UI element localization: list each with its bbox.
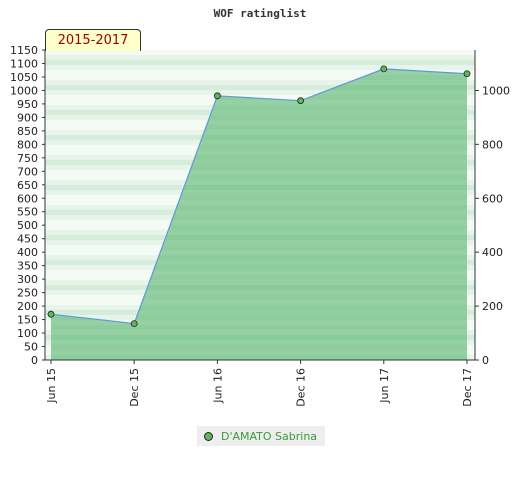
- y-right-tick-label: 200: [482, 300, 503, 313]
- axes: [44, 50, 476, 361]
- y-left-tick-label: 150: [17, 314, 38, 327]
- data-point[interactable]: [463, 70, 471, 78]
- y-left-tick-label: 950: [17, 98, 38, 111]
- x-tick-label: Dec 17: [461, 368, 474, 407]
- y-left-tick-label: 450: [17, 233, 38, 246]
- data-point[interactable]: [47, 310, 55, 318]
- y-left-tick-label: 1100: [10, 57, 38, 70]
- y-right-tick-label: 400: [482, 246, 503, 259]
- data-point[interactable]: [297, 97, 305, 105]
- y-right-tick-label: 800: [482, 138, 503, 151]
- legend-marker-icon: [204, 431, 213, 441]
- y-right-tick-label: 1000: [482, 84, 510, 97]
- y-left-tick-label: 750: [17, 152, 38, 165]
- legend: D'AMATO Sabrina: [197, 426, 325, 446]
- x-tick-label: Dec 15: [128, 368, 141, 407]
- data-point[interactable]: [380, 65, 388, 73]
- y-left-tick-label: 50: [24, 341, 38, 354]
- legend-label: D'AMATO Sabrina: [221, 429, 318, 443]
- y-left-tick-label: 850: [17, 125, 38, 138]
- y-left-tick-label: 600: [17, 192, 38, 205]
- y-left-tick-label: 250: [17, 287, 38, 300]
- chart-title: WOF ratinglist: [214, 7, 307, 20]
- x-axis: Jun 15 Dec 15 Jun 16 Dec 16 Jun 17 Dec 17: [45, 360, 474, 407]
- y-axis-left: 0501001502002503003504004505005506006507…: [10, 44, 45, 367]
- y-left-tick-label: 300: [17, 273, 38, 286]
- x-tick-label: Dec 16: [295, 368, 308, 407]
- y-right-tick-label: 0: [482, 354, 489, 367]
- series-line: [50, 68, 468, 325]
- data-point[interactable]: [213, 92, 221, 100]
- x-tick-label: Jun 15: [45, 368, 58, 404]
- y-left-tick-label: 1150: [10, 44, 38, 57]
- x-tick-label: Jun 16: [211, 368, 224, 404]
- period-badge: 2015-2017: [45, 29, 141, 51]
- data-point[interactable]: [130, 320, 138, 328]
- y-left-tick-label: 1050: [10, 71, 38, 84]
- y-left-tick-label: 0: [31, 354, 38, 367]
- y-left-tick-label: 500: [17, 219, 38, 232]
- data-points: [47, 65, 471, 328]
- y-left-tick-label: 700: [17, 165, 38, 178]
- y-axis-right: 0 200 400 600 800 1000: [475, 84, 510, 367]
- series-area: [51, 68, 467, 360]
- y-left-tick-label: 650: [17, 179, 38, 192]
- y-left-tick-label: 550: [17, 206, 38, 219]
- y-left-tick-label: 200: [17, 300, 38, 313]
- y-left-tick-label: 400: [17, 246, 38, 259]
- y-right-tick-label: 600: [482, 192, 503, 205]
- x-tick-label: Jun 17: [378, 368, 391, 404]
- y-left-tick-label: 900: [17, 111, 38, 124]
- y-left-tick-label: 1000: [10, 84, 38, 97]
- y-left-tick-label: 800: [17, 138, 38, 151]
- y-left-tick-label: 100: [17, 327, 38, 340]
- y-left-tick-label: 350: [17, 260, 38, 273]
